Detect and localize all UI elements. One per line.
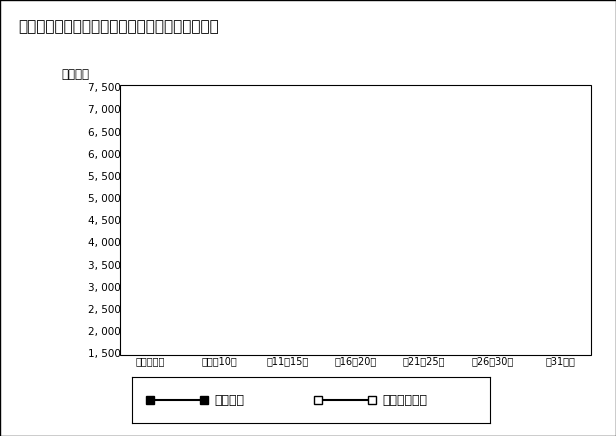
Text: 図表６－１　中古マンションの築年帯別平均価格: 図表６－１ 中古マンションの築年帯別平均価格 bbox=[18, 20, 219, 34]
成約物件 bbox=[352, 189, 360, 194]
成約物件 bbox=[283, 173, 291, 178]
成約物件 bbox=[215, 138, 222, 143]
新規登録物件 bbox=[283, 169, 291, 174]
成約物件 bbox=[557, 322, 565, 327]
成約物件 bbox=[421, 226, 428, 232]
新規登録物件 bbox=[489, 275, 496, 280]
新規登録物件 bbox=[557, 300, 565, 305]
Text: （万円）: （万円） bbox=[62, 68, 89, 81]
新規登録物件 bbox=[215, 146, 222, 152]
成約物件 bbox=[489, 291, 496, 296]
Text: 成約物件: 成約物件 bbox=[214, 394, 245, 406]
新規登録物件 bbox=[421, 200, 428, 205]
新規登録物件 bbox=[147, 116, 154, 121]
新規登録物件 bbox=[352, 169, 360, 174]
Line: 成約物件: 成約物件 bbox=[147, 123, 565, 328]
Line: 新規登録物件: 新規登録物件 bbox=[147, 114, 565, 307]
Text: 新規登録物件: 新規登録物件 bbox=[383, 394, 428, 406]
成約物件 bbox=[147, 125, 154, 130]
